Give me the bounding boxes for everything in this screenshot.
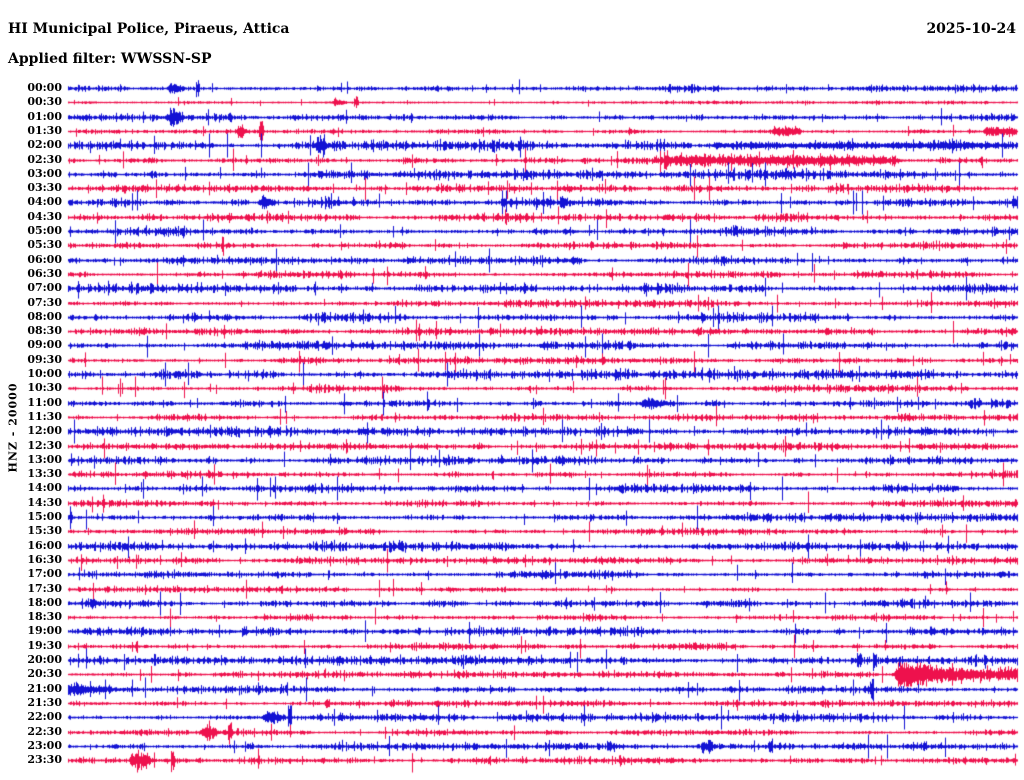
helicorder-page: HI Municipal Police, Piraeus, Attica App… [0,0,1024,780]
seismogram-traces-canvas [0,0,1024,780]
